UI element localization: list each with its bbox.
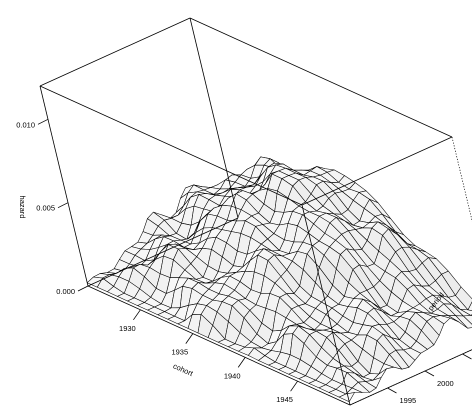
y-axis-tick [424, 370, 435, 377]
x-axis-tick [133, 309, 141, 321]
x-axis-tick [290, 380, 298, 392]
x-axis-label: cohort [172, 361, 196, 378]
plot-box-front [39, 17, 472, 406]
box-edge [87, 217, 239, 287]
y-axis-tick [462, 353, 472, 360]
axis-ticks: 19301935194019451995200020050.0000.0050.… [16, 118, 472, 405]
x-tick-label: 1945 [276, 395, 293, 404]
x-tick-label: 1930 [119, 324, 136, 333]
box-edge [189, 17, 239, 219]
x-axis-tick [185, 333, 194, 344]
box-edge [189, 17, 453, 138]
box-edge [301, 204, 351, 406]
box-edge [39, 85, 303, 206]
box-edge [39, 85, 89, 287]
surface-facet [467, 301, 472, 312]
x-tick-label: 1935 [171, 348, 188, 357]
box-edge-hidden [451, 136, 472, 222]
z-axis-tick [77, 285, 89, 292]
z-axis-label: hazard [18, 196, 27, 219]
box-edge [301, 136, 453, 206]
z-tick-label: 0.000 [56, 287, 75, 296]
box-edge [87, 285, 351, 406]
box-edge [39, 17, 191, 87]
y-tick-label: 1995 [400, 396, 417, 405]
y-tick-label: 2000 [437, 379, 454, 388]
surface-facet [338, 392, 355, 402]
z-axis-tick [37, 118, 49, 125]
hazard-surface [86, 156, 472, 402]
z-axis-tick [57, 202, 69, 209]
z-tick-label: 0.010 [16, 120, 35, 129]
z-tick-label: 0.005 [36, 204, 55, 213]
x-axis-tick [237, 357, 246, 368]
y-axis-tick [387, 387, 397, 394]
x-tick-label: 1940 [224, 371, 241, 380]
